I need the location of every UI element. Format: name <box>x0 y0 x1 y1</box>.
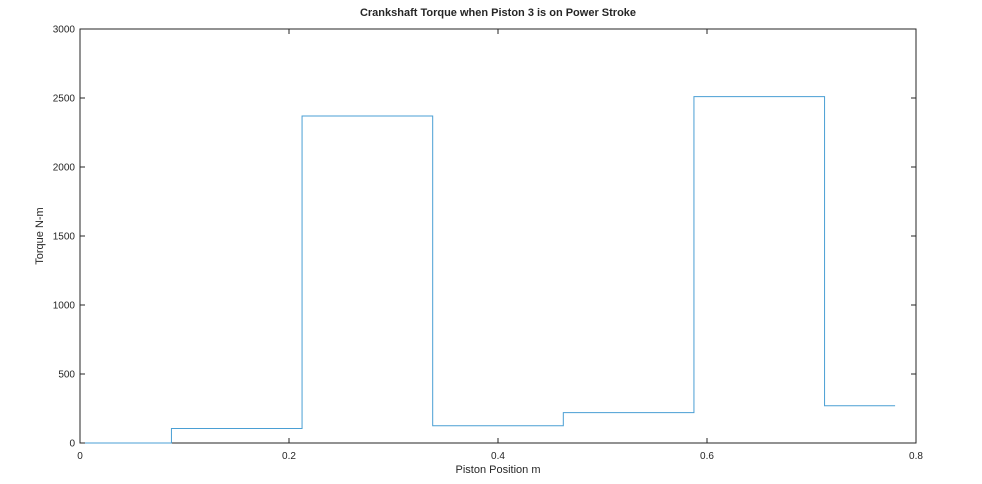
x-tick-label: 0.4 <box>491 451 505 462</box>
y-tick-label: 1000 <box>53 301 76 312</box>
x-tick-label: 0 <box>77 451 83 462</box>
plot-frame-layer <box>79 28 917 444</box>
y-tick-label: 0 <box>69 439 75 450</box>
y-tick-label: 1500 <box>53 232 76 243</box>
y-tick-label: 3000 <box>53 25 76 36</box>
y-tick-label: 500 <box>58 370 75 381</box>
series-layer <box>80 96 896 444</box>
chart-title: Crankshaft Torque when Piston 3 is on Po… <box>360 7 636 19</box>
y-axis-title: Torque N-m <box>34 207 46 264</box>
x-tick-label: 0.2 <box>282 451 296 462</box>
x-tick-label: 0.8 <box>909 451 923 462</box>
tick-layer: 0 0.2 0.4 0.6 0.8 0 500 1000 1500 2000 2500 3000 <box>53 25 924 463</box>
x-axis-title: Piston Position m <box>456 464 541 476</box>
y-tick-label: 2500 <box>53 94 76 105</box>
y-tick-label: 2000 <box>53 163 76 174</box>
plot-box <box>79 28 917 444</box>
series-line-1 <box>80 96 896 444</box>
x-tick-label: 0.6 <box>700 451 714 462</box>
